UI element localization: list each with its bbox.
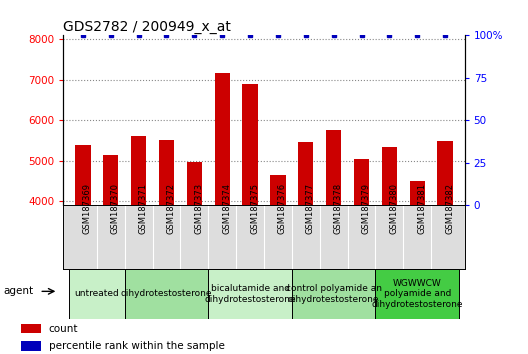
Bar [131,136,146,354]
Bar [75,145,90,354]
Text: GSM187381: GSM187381 [417,183,426,234]
Bar [21,341,41,351]
Bar [270,175,286,354]
Bar [375,269,459,319]
Bar [214,73,230,354]
Text: GSM187379: GSM187379 [362,183,371,234]
Bar [208,269,292,319]
Text: bicalutamide and
dihydrotestosterone: bicalutamide and dihydrotestosterone [204,284,296,303]
Bar [354,159,369,354]
Text: GSM187373: GSM187373 [194,183,203,234]
Text: GDS2782 / 200949_x_at: GDS2782 / 200949_x_at [63,21,231,34]
Text: count: count [49,324,78,333]
Text: GSM187378: GSM187378 [334,183,343,234]
Text: WGWWCW
polyamide and
dihydrotestosterone: WGWWCW polyamide and dihydrotestosterone [372,279,463,309]
Bar [298,142,314,354]
Bar [242,84,258,354]
Text: GSM187377: GSM187377 [306,183,315,234]
Text: GSM187370: GSM187370 [111,183,120,234]
Text: GSM187382: GSM187382 [445,183,454,234]
Text: untreated: untreated [74,289,119,298]
Bar [410,181,425,354]
Bar [326,130,341,354]
Bar [125,269,208,319]
Bar [21,324,41,333]
Text: percentile rank within the sample: percentile rank within the sample [49,341,224,351]
Bar [292,269,375,319]
Text: GSM187375: GSM187375 [250,183,259,234]
Bar [69,269,125,319]
Text: GSM187376: GSM187376 [278,183,287,234]
Bar [187,162,202,354]
Text: GSM187374: GSM187374 [222,183,231,234]
Bar [438,141,453,354]
Bar [159,140,174,354]
Bar [103,155,118,354]
Text: GSM187380: GSM187380 [390,183,399,234]
Text: GSM187371: GSM187371 [138,183,148,234]
Text: control polyamide an
dihydrotestosterone: control polyamide an dihydrotestosterone [286,284,382,303]
Text: GSM187369: GSM187369 [83,183,92,234]
Text: dihydrotestosterone: dihydrotestosterone [121,289,212,298]
Text: agent: agent [3,286,33,296]
Bar [382,147,397,354]
Text: GSM187372: GSM187372 [166,183,175,234]
